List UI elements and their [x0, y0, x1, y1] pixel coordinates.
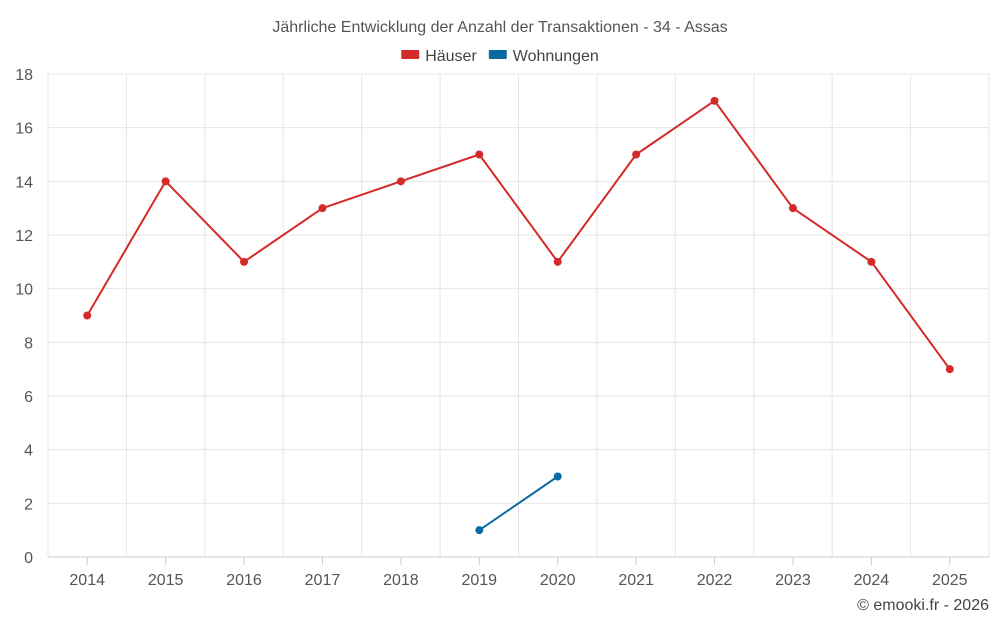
- y-tick-label: 8: [24, 335, 33, 352]
- x-tick-label: 2015: [148, 572, 184, 589]
- y-tick-label: 10: [15, 282, 33, 299]
- y-axis: 0 2 4 6 8 10 12 14 16 18: [15, 67, 33, 567]
- x-axis: 2014 2015 2016 2017 2018 2019 2020 2021 2022 2023…: [48, 556, 989, 589]
- data-point-haeuser: [161, 177, 170, 186]
- data-point-haeuser: [240, 257, 249, 266]
- y-tick-label: 4: [24, 443, 33, 460]
- y-tick-label: 12: [15, 228, 33, 245]
- gridlines: [47, 73, 990, 557]
- chart-title: Jährliche Entwicklung der Anzahl der Tra…: [272, 19, 727, 36]
- data-point-haeuser: [867, 257, 876, 266]
- data-point-haeuser: [83, 311, 92, 320]
- y-tick-label: 16: [15, 121, 33, 138]
- y-tick-label: 6: [24, 389, 33, 406]
- x-tick-label: 2014: [69, 572, 105, 589]
- y-tick-label: 2: [24, 496, 33, 513]
- series-line-wohnungen: [478, 475, 559, 531]
- series-layer: [83, 96, 954, 535]
- x-tick-label: 2020: [540, 572, 576, 589]
- credit-text: © emooki.fr - 2026: [857, 597, 989, 614]
- legend-label-haeuser: Häuser: [425, 48, 477, 65]
- data-point-haeuser: [632, 150, 641, 159]
- data-point-haeuser: [475, 150, 484, 159]
- data-point-haeuser: [553, 257, 562, 266]
- series-line-haeuser: [86, 99, 951, 370]
- data-point-haeuser: [945, 365, 954, 374]
- x-tick-label: 2021: [618, 572, 654, 589]
- y-tick-label: 18: [15, 67, 33, 84]
- data-point-haeuser: [396, 177, 405, 186]
- x-tick-label: 2016: [226, 572, 262, 589]
- x-tick-label: 2019: [461, 572, 497, 589]
- legend: Häuser Wohnungen: [401, 48, 599, 65]
- y-tick-label: 14: [15, 174, 33, 191]
- y-tick-label: 0: [24, 550, 33, 567]
- data-point-wohnungen: [553, 472, 562, 481]
- x-tick-label: 2018: [383, 572, 419, 589]
- x-tick-label: 2024: [854, 572, 890, 589]
- x-tick-label: 2025: [932, 572, 968, 589]
- legend-swatch-haeuser: [401, 50, 420, 59]
- legend-swatch-wohnungen: [488, 50, 507, 59]
- x-tick-label: 2017: [305, 572, 341, 589]
- data-point-haeuser: [318, 204, 327, 213]
- data-point-wohnungen: [475, 526, 484, 535]
- x-tick-label: 2023: [775, 572, 811, 589]
- data-point-haeuser: [710, 96, 719, 105]
- data-point-haeuser: [788, 204, 797, 213]
- legend-label-wohnungen: Wohnungen: [513, 48, 599, 65]
- x-tick-label: 2022: [697, 572, 733, 589]
